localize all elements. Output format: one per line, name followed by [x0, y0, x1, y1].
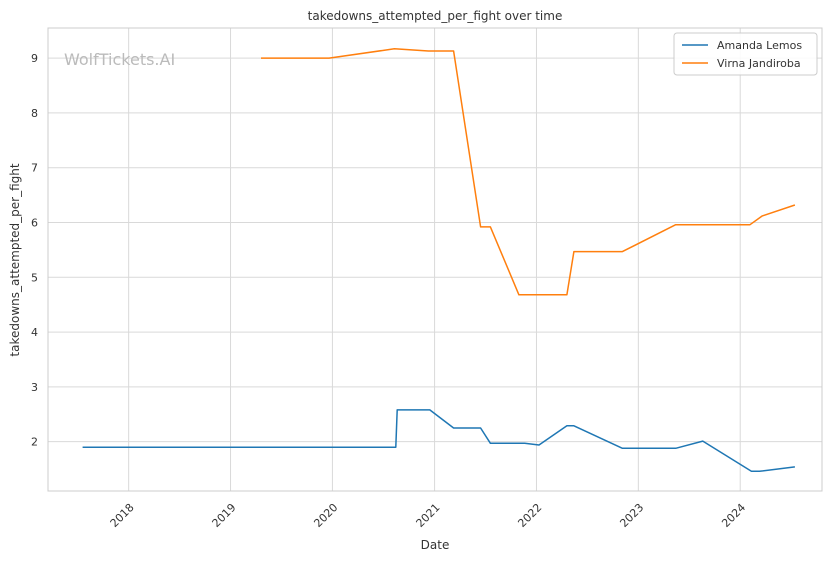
y-tick-label-5: 5 [31, 271, 38, 284]
legend-label-amanda-lemos: Amanda Lemos [717, 39, 802, 52]
series-line-virna-jandiroba [261, 48, 796, 296]
series-line-amanda-lemos [82, 409, 795, 473]
legend-label-virna-jandiroba: Virna Jandiroba [717, 57, 801, 70]
y-tick-label-9: 9 [31, 52, 38, 65]
y-tick-label-6: 6 [31, 217, 38, 230]
y-tick-label-2: 2 [31, 436, 38, 449]
y-tick-label-7: 7 [31, 162, 38, 175]
x-axis-label: Date [421, 538, 450, 552]
y-tick-label-3: 3 [31, 381, 38, 394]
y-tick-label-4: 4 [31, 326, 38, 339]
plot-frame [47, 27, 823, 492]
watermark: WolfTickets.AI [64, 50, 175, 69]
series-layer [82, 48, 796, 473]
y-axis-label: takedowns_attempted_per_fight [8, 163, 22, 356]
chart-title: takedowns_attempted_per_fight over time [308, 9, 563, 23]
grid-lines [48, 28, 822, 491]
legend: Amanda Lemos Virna Jandiroba [673, 32, 818, 76]
y-tick-label-8: 8 [31, 107, 38, 120]
legend-box [673, 32, 818, 76]
